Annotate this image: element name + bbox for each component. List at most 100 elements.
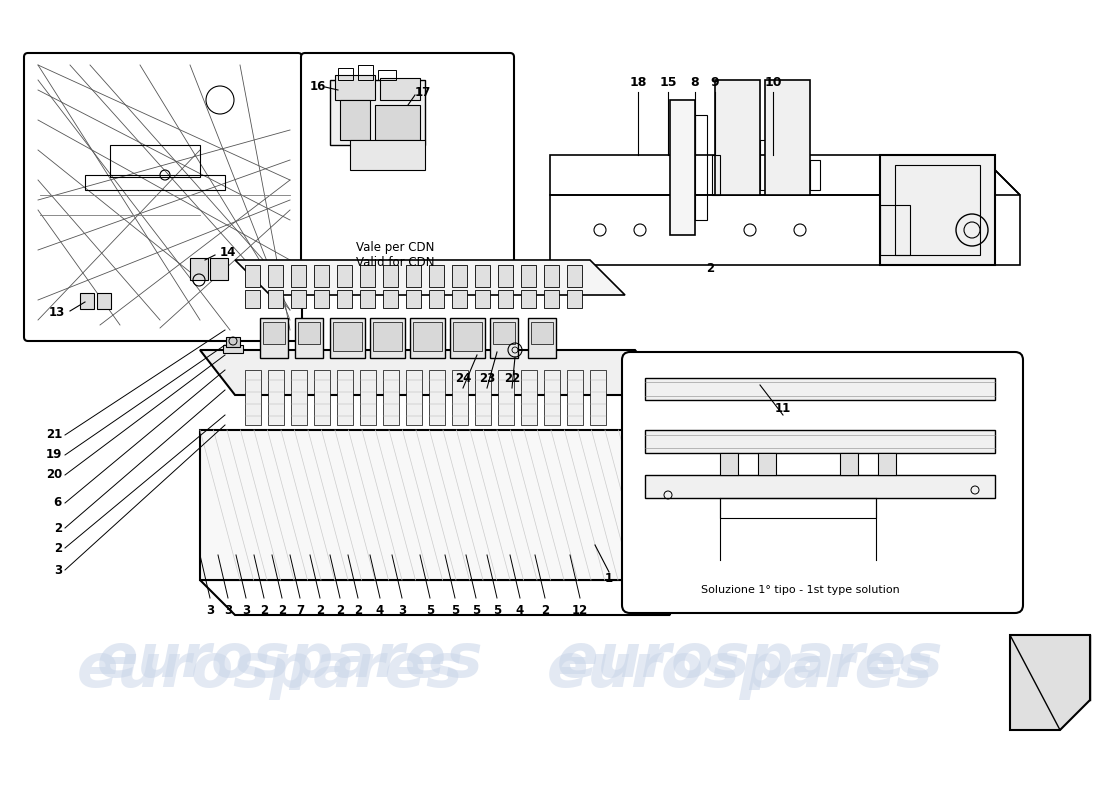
Bar	[350, 140, 425, 170]
Bar	[360, 290, 375, 308]
Text: 2: 2	[316, 603, 324, 617]
Text: 3: 3	[206, 603, 214, 617]
Bar	[360, 265, 375, 287]
Text: 8: 8	[691, 75, 700, 89]
Text: 2: 2	[260, 603, 268, 617]
Bar	[383, 370, 399, 425]
Text: 12: 12	[572, 603, 588, 617]
Bar	[895, 165, 980, 255]
Bar	[338, 68, 353, 80]
Bar	[223, 345, 243, 353]
Text: 15: 15	[659, 75, 676, 89]
Bar	[544, 370, 560, 425]
Text: 17: 17	[415, 86, 431, 98]
Bar	[358, 65, 373, 80]
Bar	[298, 322, 320, 344]
Bar	[340, 100, 370, 140]
Bar	[429, 265, 444, 287]
Bar	[330, 318, 365, 358]
Bar	[97, 293, 111, 309]
Bar	[260, 318, 288, 358]
Text: eurospares: eurospares	[97, 630, 483, 690]
Bar	[337, 370, 353, 425]
Bar	[566, 265, 582, 287]
Bar	[330, 80, 425, 145]
Text: 9: 9	[711, 75, 719, 89]
Bar	[245, 265, 260, 287]
Text: 19: 19	[45, 449, 62, 462]
Bar	[268, 290, 283, 308]
Bar	[406, 265, 421, 287]
Bar	[314, 370, 330, 425]
Bar	[406, 370, 422, 425]
Polygon shape	[1010, 635, 1090, 730]
Text: 2: 2	[336, 603, 344, 617]
Text: Vale per CDN
Valid for CDN: Vale per CDN Valid for CDN	[355, 241, 434, 269]
Bar	[412, 322, 442, 351]
Text: 2: 2	[278, 603, 286, 617]
FancyBboxPatch shape	[24, 53, 302, 341]
Bar	[453, 322, 482, 351]
Bar	[450, 318, 485, 358]
Bar	[452, 265, 468, 287]
Text: 7: 7	[296, 603, 304, 617]
Bar	[720, 498, 876, 518]
Bar	[760, 140, 768, 190]
Bar	[452, 370, 468, 425]
Bar	[406, 290, 421, 308]
Polygon shape	[645, 378, 996, 400]
Bar	[378, 70, 396, 80]
Bar	[292, 265, 306, 287]
Bar	[566, 370, 583, 425]
Text: 2: 2	[354, 603, 362, 617]
Bar	[263, 322, 285, 344]
Text: 14: 14	[220, 246, 236, 258]
Bar	[764, 80, 810, 195]
Bar	[379, 78, 420, 100]
Bar	[521, 290, 536, 308]
Bar	[337, 265, 352, 287]
Bar	[544, 265, 559, 287]
Bar	[360, 370, 376, 425]
FancyBboxPatch shape	[621, 352, 1023, 613]
Bar	[475, 265, 490, 287]
Bar	[880, 155, 996, 265]
Bar	[268, 265, 283, 287]
Bar	[383, 265, 398, 287]
FancyBboxPatch shape	[301, 53, 514, 291]
Text: 3: 3	[398, 603, 406, 617]
Text: 10: 10	[764, 75, 782, 89]
Text: 5: 5	[493, 603, 502, 617]
Text: 4: 4	[516, 603, 524, 617]
Bar	[566, 290, 582, 308]
Bar	[498, 265, 513, 287]
Text: 3: 3	[242, 603, 250, 617]
Text: 2: 2	[706, 262, 714, 274]
Bar	[314, 265, 329, 287]
Bar	[498, 370, 514, 425]
Bar	[333, 322, 362, 351]
Polygon shape	[645, 430, 996, 453]
Bar	[758, 453, 776, 475]
Bar	[370, 318, 405, 358]
Bar	[493, 322, 515, 344]
Bar	[452, 290, 468, 308]
Text: 1: 1	[605, 571, 613, 585]
Polygon shape	[200, 430, 635, 580]
Bar	[245, 290, 260, 308]
Text: 20: 20	[46, 469, 62, 482]
Bar	[550, 195, 980, 265]
Bar	[715, 80, 760, 195]
Text: 3: 3	[54, 563, 62, 577]
Bar	[521, 370, 537, 425]
Text: 13: 13	[48, 306, 65, 319]
Bar	[268, 370, 284, 425]
Text: 21: 21	[46, 429, 62, 442]
Text: 2: 2	[541, 603, 549, 617]
Text: eurospares: eurospares	[547, 641, 933, 699]
Bar	[878, 453, 896, 475]
Text: 5: 5	[426, 603, 434, 617]
Bar	[190, 258, 208, 280]
Text: Soluzione 1° tipo - 1st type solution: Soluzione 1° tipo - 1st type solution	[701, 585, 900, 595]
Bar	[429, 290, 444, 308]
